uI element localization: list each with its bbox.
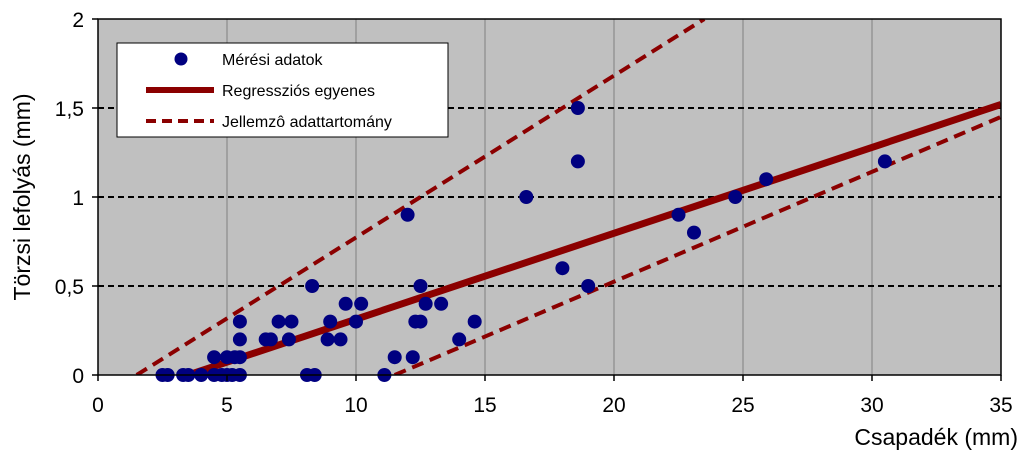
data-point [387, 350, 402, 365]
data-point [555, 261, 570, 276]
data-point [232, 350, 247, 365]
y-tick-label: 1,5 [55, 98, 84, 121]
data-point [263, 332, 278, 347]
x-tick-label: 5 [221, 394, 233, 417]
data-point [877, 154, 892, 169]
data-point [320, 332, 335, 347]
range-boundary-line [393, 115, 1001, 375]
data-point [519, 190, 534, 204]
data-point [354, 296, 369, 311]
data-point [570, 154, 585, 169]
y-tick-label: 0,5 [55, 276, 84, 299]
data-point [570, 101, 585, 115]
data-point [581, 279, 596, 293]
y-tick-label: 0 [72, 365, 84, 388]
y-tick-label: 2 [72, 9, 84, 32]
x-tick-label: 35 [989, 394, 1012, 417]
data-point [271, 314, 286, 329]
x-tick-label: 20 [602, 394, 625, 417]
data-point [413, 279, 428, 293]
data-point [349, 314, 363, 329]
x-ticks: 0 5 10 15 20 25 30 35 [92, 375, 1013, 417]
regression-line [187, 101, 1001, 375]
data-point [284, 314, 299, 329]
data-point [207, 350, 222, 365]
data-point [452, 332, 467, 347]
data-point [338, 296, 353, 311]
data-point [400, 207, 415, 222]
data-point [232, 332, 247, 347]
data-point [418, 296, 433, 311]
series-lines [135, 19, 1001, 375]
legend-marker-measurements [174, 52, 188, 66]
data-point [434, 296, 449, 311]
data-point [333, 332, 348, 347]
legend-label-measurements: Mérési adatok [222, 52, 323, 69]
legend: Mérési adatok Regressziós egyenes Jellem… [116, 42, 449, 138]
y-ticks: 0 0,5 1 1,5 2 [55, 9, 98, 388]
data-point [232, 314, 247, 329]
legend-label-range: Jellemzô adattartomány [222, 114, 392, 131]
data-point [305, 279, 320, 293]
x-tick-label: 10 [344, 394, 367, 417]
legend-label-regression: Regressziós egyenes [222, 83, 375, 100]
x-tick-label: 15 [473, 394, 496, 417]
x-tick-label: 25 [731, 394, 754, 417]
x-tick-label: 30 [860, 394, 883, 417]
data-point [671, 207, 686, 222]
y-tick-label: 1 [72, 187, 84, 210]
y-axis-title: Törzsi lefolyás (mm) [9, 93, 35, 300]
x-tick-label: 0 [92, 394, 104, 417]
data-point [413, 314, 428, 329]
data-point [281, 332, 296, 347]
data-point [323, 314, 338, 329]
range-boundary-line [135, 19, 706, 375]
x-axis-title: Csapadék (mm) [854, 424, 1018, 450]
data-point [467, 314, 482, 329]
data-point [686, 225, 701, 240]
data-point [728, 190, 743, 204]
data-point [405, 350, 420, 365]
data-point [759, 172, 774, 187]
